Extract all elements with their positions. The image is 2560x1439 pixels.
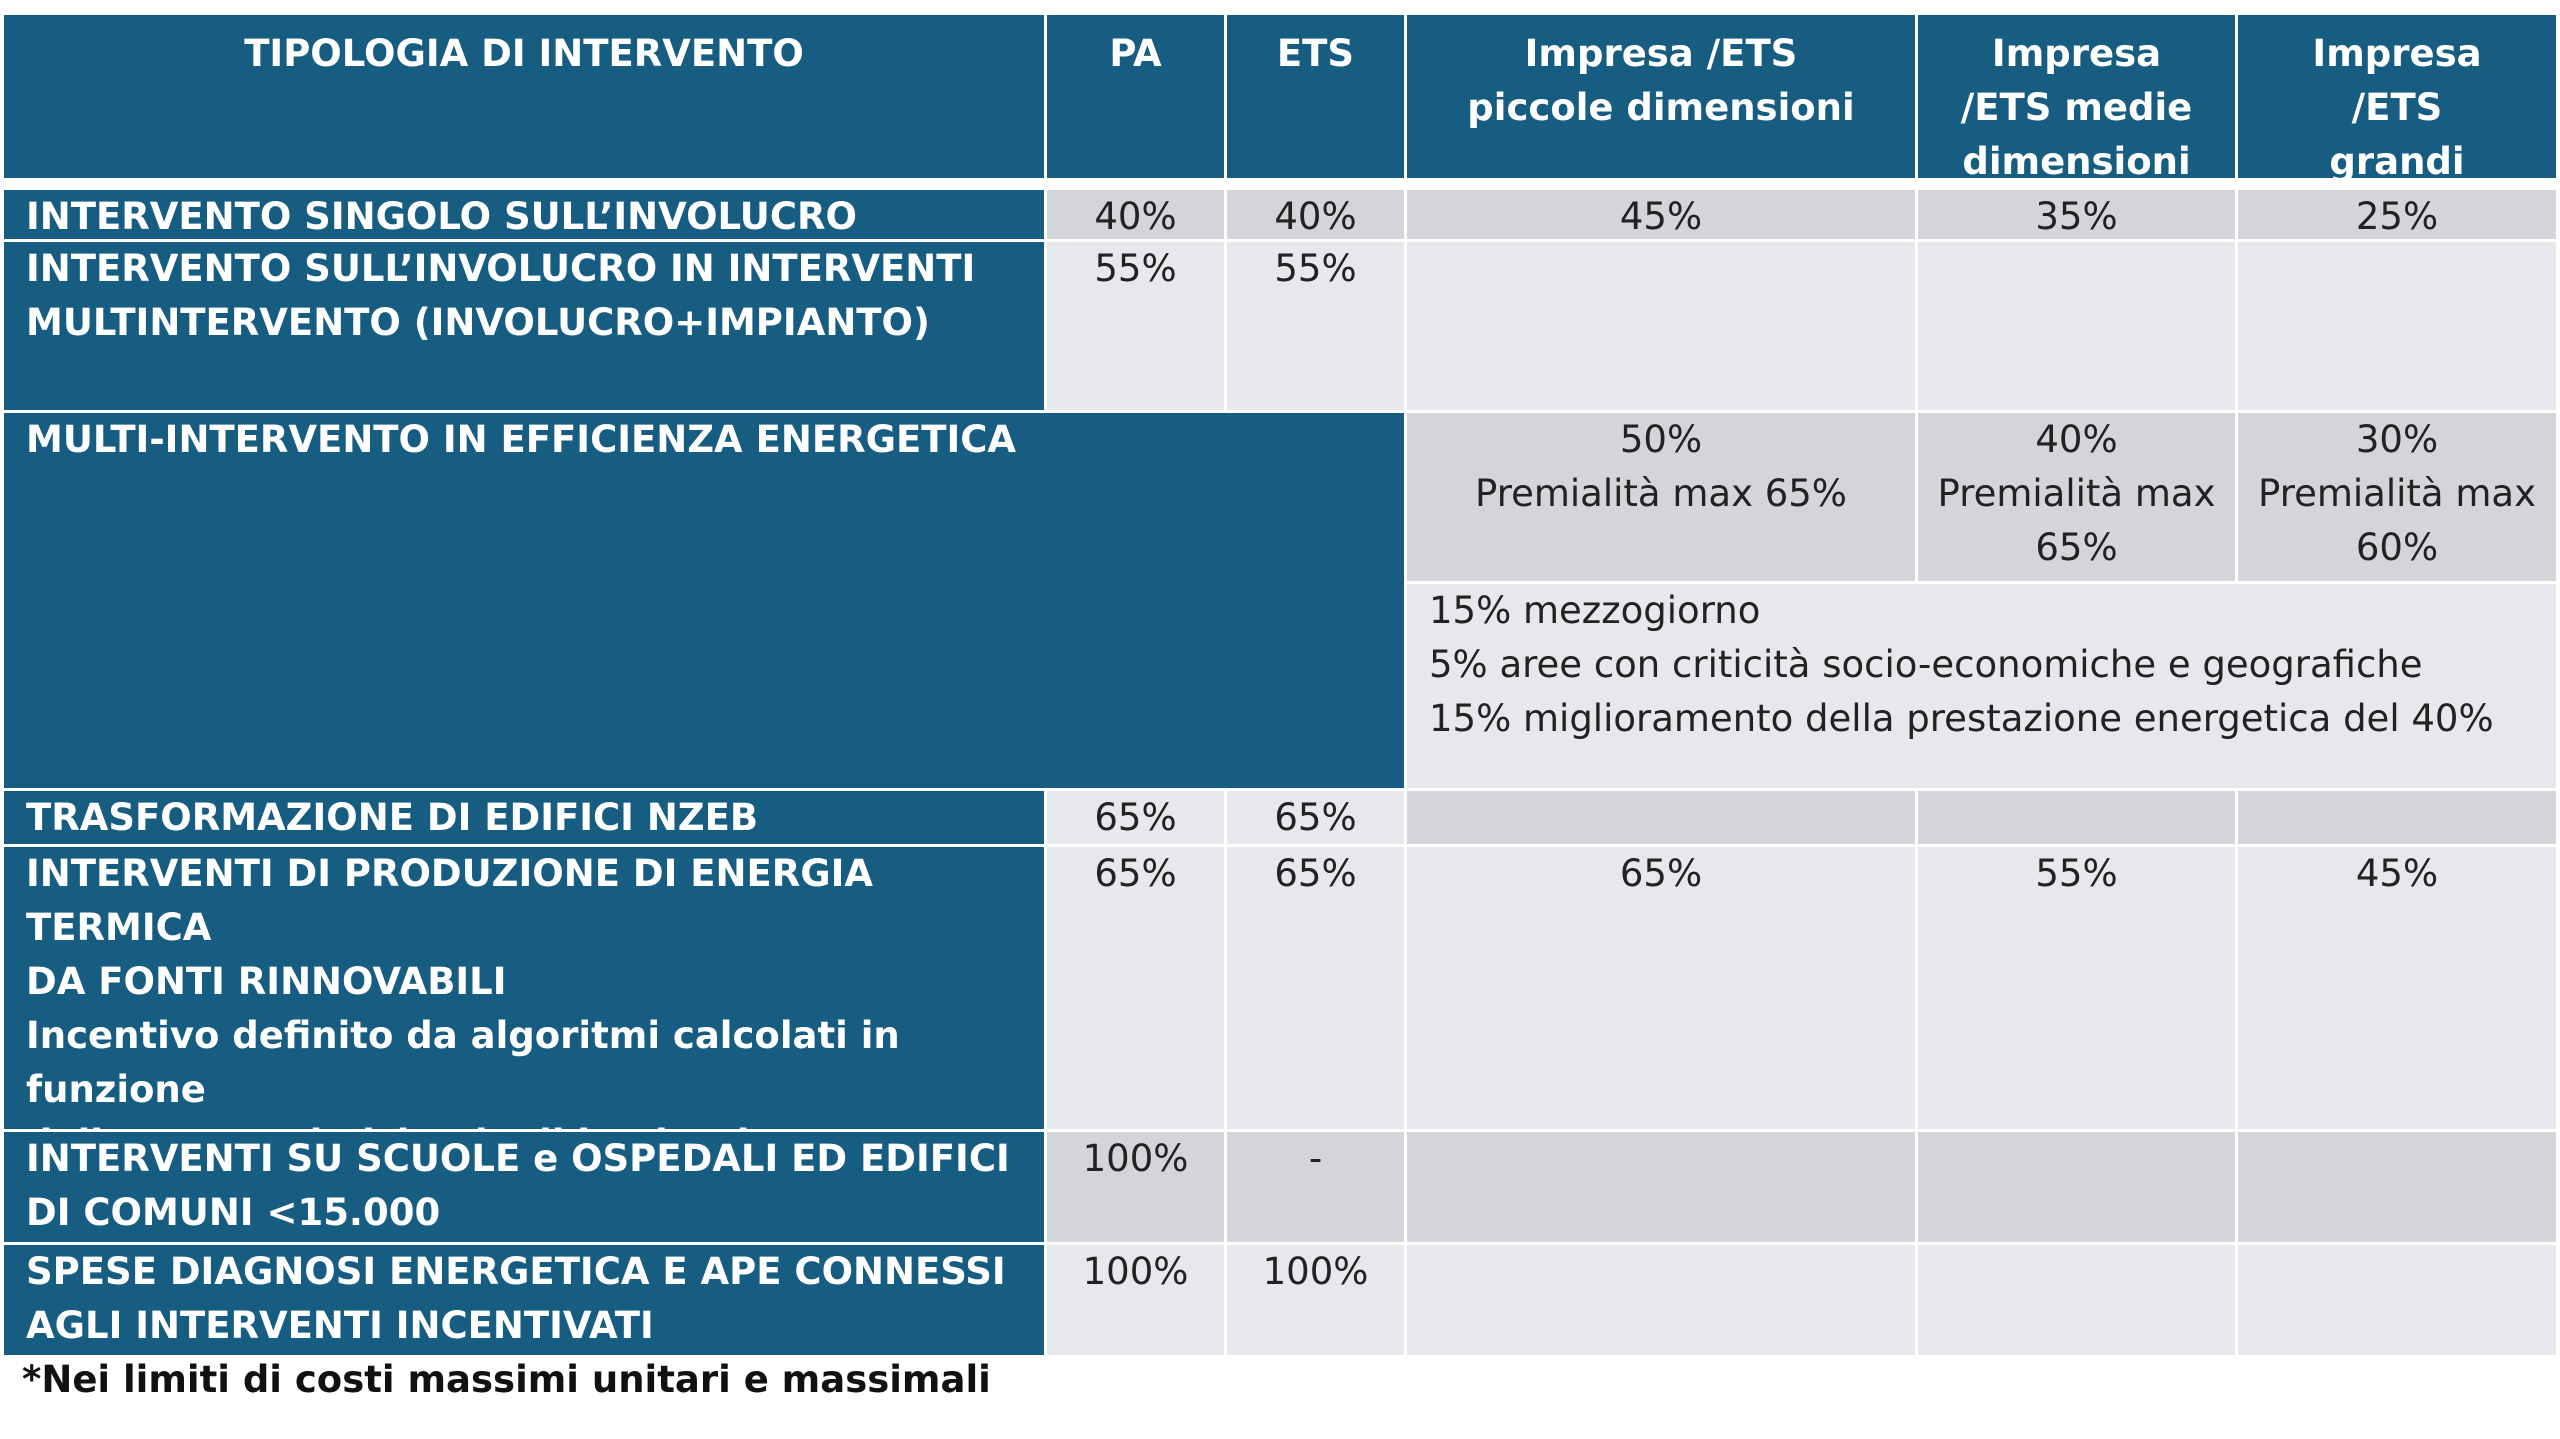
row-label-involucro-multintervento: INTERVENTO SULL’INVOLUCRO IN INTERVENTI … bbox=[4, 242, 1044, 410]
cell-scuole-medie bbox=[1918, 1132, 2235, 1242]
cell-scuole-pa: 100% bbox=[1047, 1132, 1224, 1242]
cell-multint-medie bbox=[1918, 242, 2235, 410]
cell-multint-piccole bbox=[1407, 242, 1915, 410]
cell-singolo-medie: 35% bbox=[1918, 190, 2235, 239]
note-miglioramento: 15% miglioramento della prestazione ener… bbox=[1429, 697, 2494, 740]
row-label-nzeb: TRASFORMAZIONE DI EDIFICI NZEB bbox=[4, 791, 1044, 844]
efficienza-medie-line-3: 65% bbox=[2035, 526, 2118, 569]
cell-singolo-pa: 40% bbox=[1047, 190, 1224, 239]
cell-nzeb-pa: 65% bbox=[1047, 791, 1224, 844]
efficienza-grandi-line-3: 60% bbox=[2355, 526, 2439, 569]
cell-nzeb-medie bbox=[1918, 791, 2235, 844]
cell-termica-ets: 65% bbox=[1227, 847, 1404, 1129]
header-ets: ETS bbox=[1227, 15, 1404, 178]
row-label-multi-efficienza: MULTI-INTERVENTO IN EFFICIENZA ENERGETIC… bbox=[4, 413, 1404, 788]
cell-diagnosi-medie bbox=[1918, 1245, 2235, 1355]
energia-termica-line-3: Incentivo definito da algoritmi calcolat… bbox=[26, 1014, 900, 1111]
efficienza-grandi-line-1: 30% bbox=[2355, 418, 2439, 461]
efficienza-piccole-line-1: 50% bbox=[1619, 418, 1703, 461]
note-aree-criticita: 5% aree con criticità socio-economiche e… bbox=[1429, 643, 2423, 686]
efficienza-medie-line-2: Premialità max bbox=[1937, 472, 2216, 515]
header-tipologia: TIPOLOGIA DI INTERVENTO bbox=[4, 15, 1044, 178]
row-label-scuole-ospedali: INTERVENTI SU SCUOLE e OSPEDALI ED EDIFI… bbox=[4, 1132, 1044, 1242]
cell-nzeb-piccole bbox=[1407, 791, 1915, 844]
efficienza-piccole-line-2: Premialità max 65% bbox=[1475, 472, 1847, 515]
cell-efficienza-premialita-notes: 15% mezzogiorno 5% aree con criticità so… bbox=[1407, 584, 2556, 788]
cell-diagnosi-ets: 100% bbox=[1227, 1245, 1404, 1355]
note-mezzogiorno: 15% mezzogiorno bbox=[1429, 589, 1761, 632]
footnote: *Nei limiti di costi massimi unitari e m… bbox=[22, 1358, 991, 1401]
cell-efficienza-medie: 40% Premialità max 65% bbox=[1918, 413, 2235, 581]
cell-scuole-grandi bbox=[2238, 1132, 2556, 1242]
cell-diagnosi-grandi bbox=[2238, 1245, 2556, 1355]
energia-termica-line-2: DA FONTI RINNOVABILI bbox=[26, 960, 507, 1003]
header-medie: Impresa /ETS medie dimensioni bbox=[1918, 15, 2235, 183]
row-label-diagnosi-ape: SPESE DIAGNOSI ENERGETICA E APE CONNESSI… bbox=[4, 1245, 1044, 1355]
energia-termica-line-1: INTERVENTI DI PRODUZIONE DI ENERGIA TERM… bbox=[26, 852, 873, 949]
cell-diagnosi-pa: 100% bbox=[1047, 1245, 1224, 1355]
efficienza-grandi-line-2: Premialità max bbox=[2258, 472, 2536, 515]
cell-multint-ets: 55% bbox=[1227, 242, 1404, 410]
cell-efficienza-piccole: 50% Premialità max 65% bbox=[1407, 413, 1915, 581]
cell-scuole-piccole bbox=[1407, 1132, 1915, 1242]
row-label-singolo-involucro: INTERVENTO SINGOLO SULL’INVOLUCRO bbox=[4, 190, 1044, 239]
cell-termica-medie: 55% bbox=[1918, 847, 2235, 1129]
efficienza-medie-line-1: 40% bbox=[2035, 418, 2118, 461]
cell-singolo-ets: 40% bbox=[1227, 190, 1404, 239]
row-label-energia-termica: INTERVENTI DI PRODUZIONE DI ENERGIA TERM… bbox=[4, 847, 1044, 1165]
cell-diagnosi-piccole bbox=[1407, 1245, 1915, 1355]
header-grandi: Impresa /ETS grandi dimensioni bbox=[2238, 15, 2556, 237]
cell-singolo-piccole: 45% bbox=[1407, 190, 1915, 239]
cell-nzeb-ets: 65% bbox=[1227, 791, 1404, 844]
cell-termica-pa: 65% bbox=[1047, 847, 1224, 1129]
cell-multint-grandi bbox=[2238, 242, 2556, 410]
cell-scuole-ets: - bbox=[1227, 1132, 1404, 1242]
cell-nzeb-grandi bbox=[2238, 791, 2556, 844]
header-pa: PA bbox=[1047, 15, 1224, 178]
header-piccole: Impresa /ETS piccole dimensioni bbox=[1407, 15, 1915, 178]
cell-multint-pa: 55% bbox=[1047, 242, 1224, 410]
cell-termica-piccole: 65% bbox=[1407, 847, 1915, 1129]
cell-efficienza-grandi: 30% Premialità max 60% bbox=[2238, 413, 2556, 581]
cell-termica-grandi: 45% bbox=[2238, 847, 2556, 1129]
cell-singolo-grandi: 25% bbox=[2238, 190, 2556, 239]
